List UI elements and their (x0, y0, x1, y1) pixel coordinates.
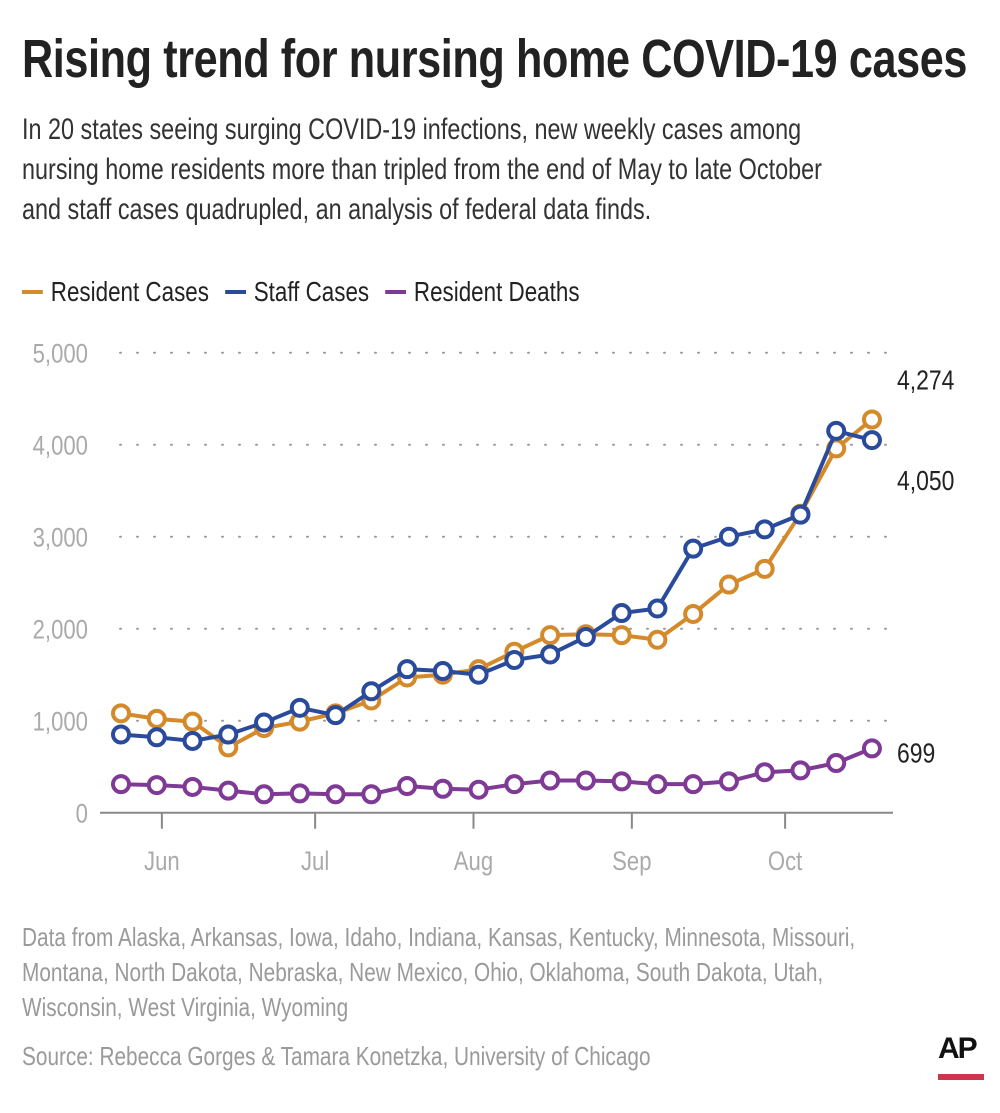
data-point (575, 770, 596, 791)
ap-logo-text: AP (938, 1032, 978, 1065)
legend-item-staff-cases: Staff Cases (224, 276, 370, 308)
data-point (647, 629, 668, 650)
subtitle-line: In 20 states seeing surging COVID-19 inf… (22, 113, 802, 146)
data-point (146, 708, 167, 729)
data-point (182, 776, 203, 797)
legend: Resident Cases Staff Cases Resident Deat… (22, 276, 580, 308)
data-point (325, 784, 346, 805)
data-point (611, 603, 632, 624)
data-point (361, 784, 382, 805)
x-tick-label: Oct (768, 847, 803, 877)
data-point (861, 409, 882, 430)
series-line-resident-deaths (120, 746, 873, 797)
ap-logo: AP (938, 1032, 984, 1080)
legend-label: Resident Cases (50, 276, 209, 307)
line-chart: 0 1,000 2,000 3,000 4,000 5,000 Jun Jul Aug Sep Oc… (33, 340, 955, 877)
data-point (289, 697, 310, 718)
y-tick-label: 3,000 (33, 524, 88, 554)
data-point (647, 598, 668, 619)
end-value-label: 4,050 (897, 466, 954, 497)
data-point (540, 770, 561, 791)
legend-item-resident-deaths: Resident Deaths (385, 276, 580, 308)
y-tick-label: 2,000 (33, 616, 88, 646)
legend-swatch (22, 290, 43, 294)
data-point (432, 778, 453, 799)
data-point (683, 603, 704, 624)
legend-swatch (385, 290, 406, 294)
data-point (218, 724, 239, 745)
data-point (504, 649, 525, 670)
data-point (432, 661, 453, 682)
data-point (397, 659, 418, 680)
legend-label: Staff Cases (253, 276, 370, 307)
data-point (468, 664, 489, 685)
data-point (182, 711, 203, 732)
data-point (611, 625, 632, 646)
series-line-staff-cases (120, 428, 873, 743)
data-point (754, 558, 775, 579)
y-tick-label: 5,000 (33, 340, 88, 370)
data-point (325, 705, 346, 726)
data-point (790, 504, 811, 525)
data-point (861, 738, 882, 759)
data-point (861, 430, 882, 451)
x-tick-label: Jul (301, 847, 329, 877)
data-point (361, 681, 382, 702)
ap-logo-bar (938, 1074, 984, 1080)
data-point (254, 712, 275, 733)
data-point (468, 779, 489, 800)
chart-subtitle: In 20 states seeing surging COVID-19 inf… (22, 110, 958, 230)
data-point (111, 703, 131, 724)
data-point (111, 774, 131, 795)
end-value-label: 4,274 (897, 365, 954, 396)
legend-label: Resident Deaths (413, 276, 580, 307)
footer: Data from Alaska, Arkansas, Iowa, Idaho,… (22, 920, 855, 1074)
data-point (540, 644, 561, 665)
data-point (575, 626, 596, 647)
data-point (683, 538, 704, 559)
data-point (397, 776, 418, 797)
data-point (718, 526, 739, 547)
data-point (754, 519, 775, 540)
data-point (218, 780, 239, 801)
series-line-resident-cases (120, 417, 874, 750)
end-value-label: 699 (897, 738, 935, 769)
data-point (683, 774, 704, 795)
y-tick-label: 4,000 (33, 432, 88, 462)
data-point (826, 753, 847, 774)
x-tick-label: Sep (612, 847, 651, 877)
data-point (146, 775, 167, 796)
x-tick-label: Aug (454, 847, 493, 877)
data-point (718, 574, 739, 595)
data-point (647, 774, 668, 795)
data-point (790, 760, 811, 781)
data-point (146, 727, 167, 748)
y-tick-label: 0 (76, 800, 88, 830)
y-tick-label: 1,000 (33, 708, 88, 738)
data-point (611, 771, 632, 792)
data-note-line: Montana, North Dakota, Nebraska, New Mex… (22, 957, 824, 987)
data-point (182, 730, 203, 751)
legend-swatch (224, 290, 246, 294)
data-point (254, 784, 275, 805)
data-point (754, 762, 775, 783)
data-point (540, 625, 561, 646)
data-point (111, 724, 131, 745)
x-tick-label: Jun (144, 847, 180, 877)
subtitle-line: nursing home residents more than tripled… (22, 153, 822, 186)
legend-item-resident-cases: Resident Cases (22, 276, 209, 308)
chart-title: Rising trend for nursing home COVID-19 c… (22, 29, 967, 89)
data-note-line: Data from Alaska, Arkansas, Iowa, Idaho,… (22, 922, 856, 952)
source-note: Source: Rebecca Gorges & Tamara Konetzka… (22, 1041, 651, 1071)
data-note-line: Wisconsin, West Virginia, Wyoming (22, 992, 349, 1022)
data-point (718, 771, 739, 792)
data-point (826, 420, 847, 441)
subtitle-line: and staff cases quadrupled, an analysis … (22, 193, 652, 226)
data-point (289, 783, 310, 804)
data-point (504, 774, 525, 795)
